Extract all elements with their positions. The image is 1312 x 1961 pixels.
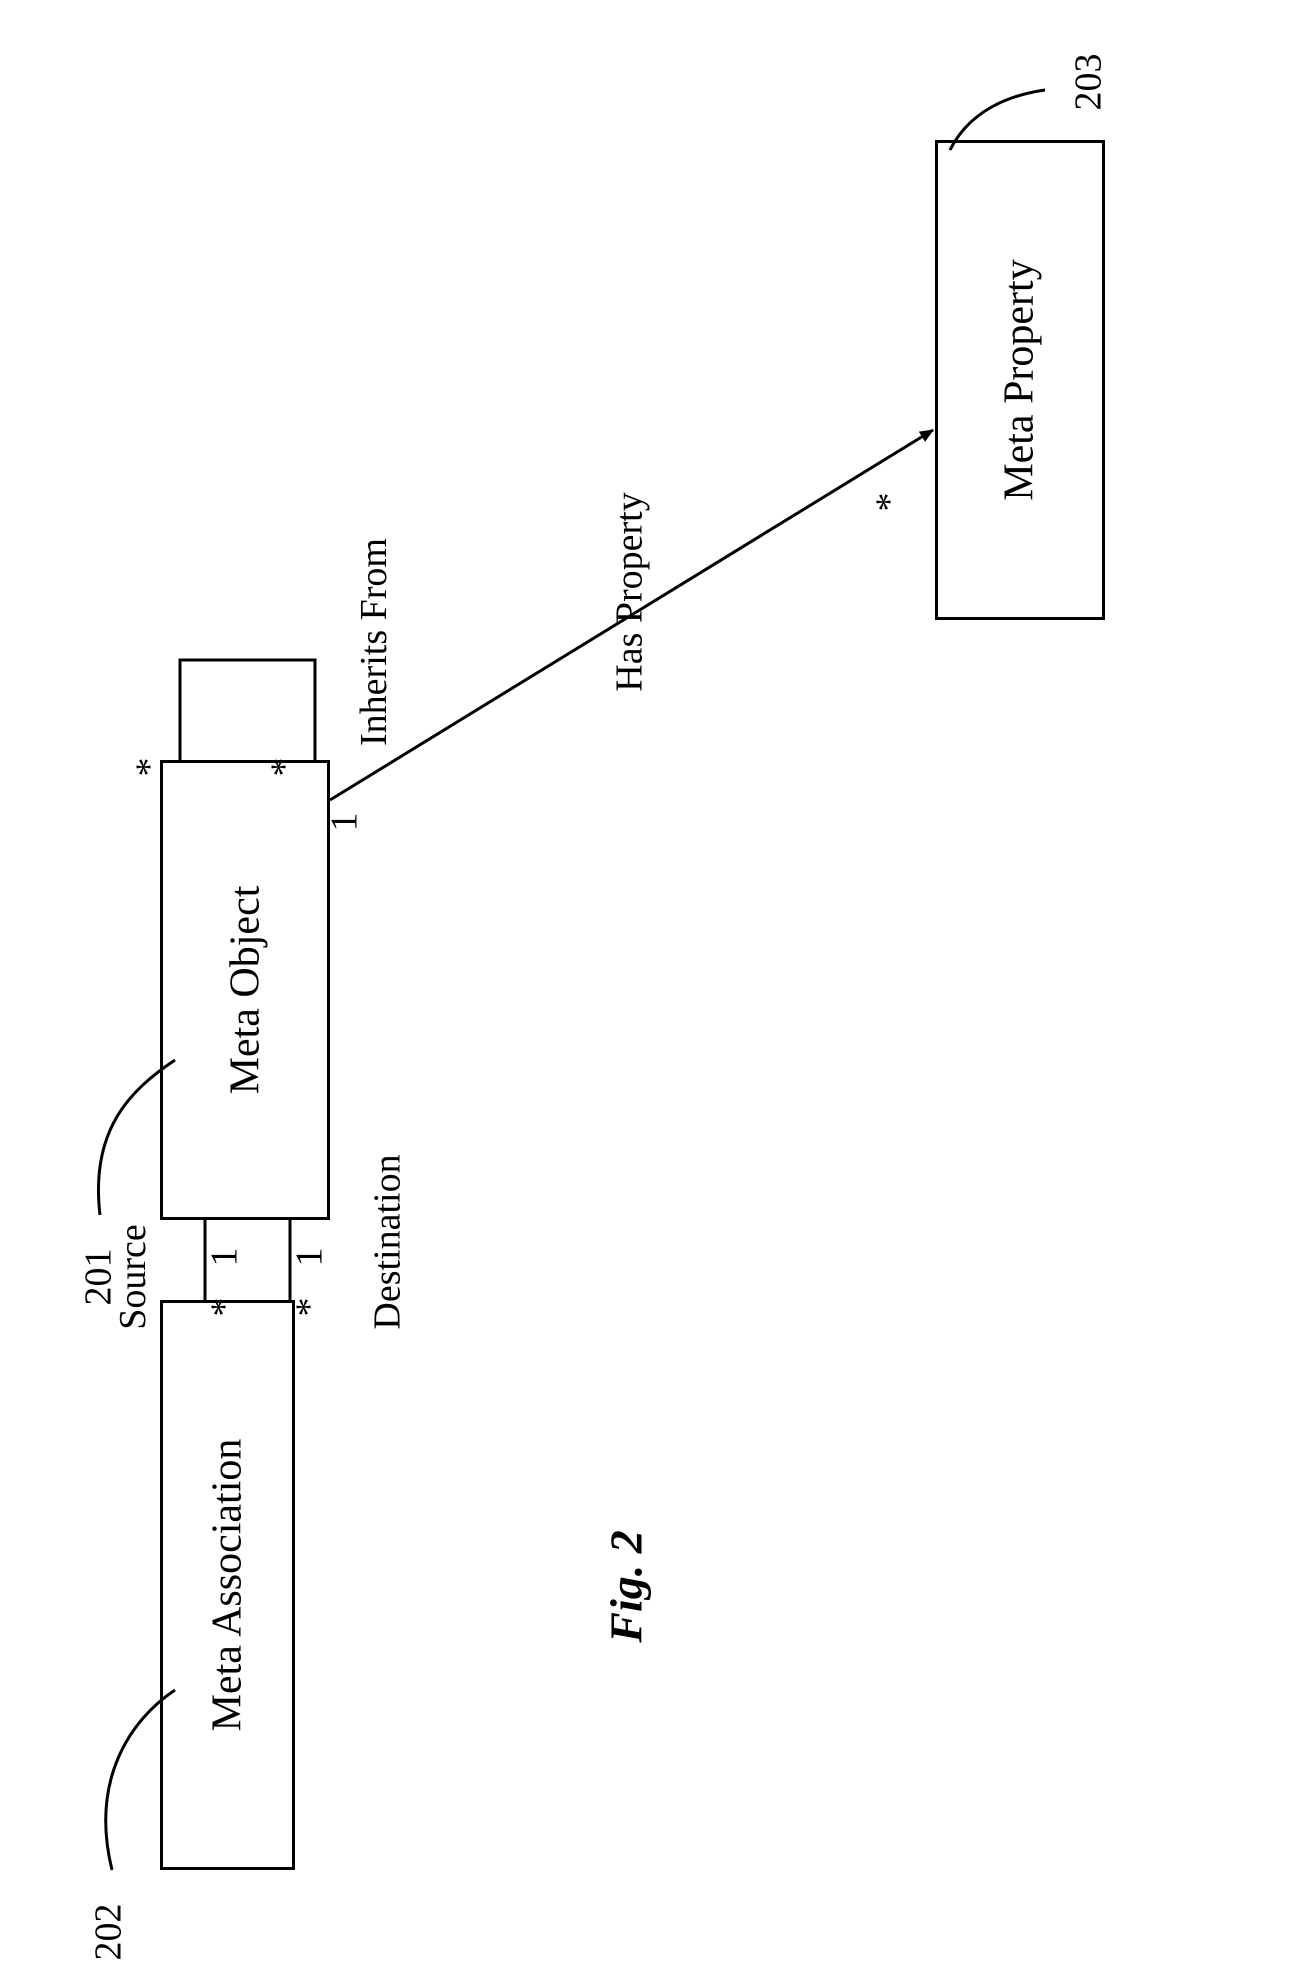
- inherits-star-right: *: [263, 758, 307, 777]
- dest-star: *: [288, 1298, 332, 1317]
- meta-property-label: Meta Property: [996, 259, 1044, 500]
- destination-label: Destination: [366, 1154, 410, 1329]
- ref-203: 203: [1067, 54, 1111, 111]
- has-property-star: *: [868, 493, 912, 512]
- diagram-canvas: Meta Object Meta Association Meta Proper…: [0, 0, 1312, 1956]
- has-property-one: 1: [323, 813, 367, 832]
- inherits-from-label: Inherits From: [352, 538, 396, 746]
- ref-201: 201: [77, 1249, 121, 1306]
- figure-caption: Fig. 2: [600, 1530, 653, 1642]
- ref-202: 202: [87, 1904, 131, 1961]
- source-one: 1: [203, 1248, 247, 1267]
- meta-object-label: Meta Object: [221, 886, 269, 1095]
- meta-association-label: Meta Association: [204, 1439, 252, 1732]
- inherits-star-left: *: [128, 758, 172, 777]
- dest-one: 1: [288, 1248, 332, 1267]
- meta-property-box: Meta Property: [935, 140, 1105, 620]
- source-star: *: [203, 1298, 247, 1317]
- has-property-label: Has Property: [608, 492, 652, 691]
- meta-object-box: Meta Object: [160, 760, 330, 1220]
- meta-association-box: Meta Association: [160, 1300, 295, 1870]
